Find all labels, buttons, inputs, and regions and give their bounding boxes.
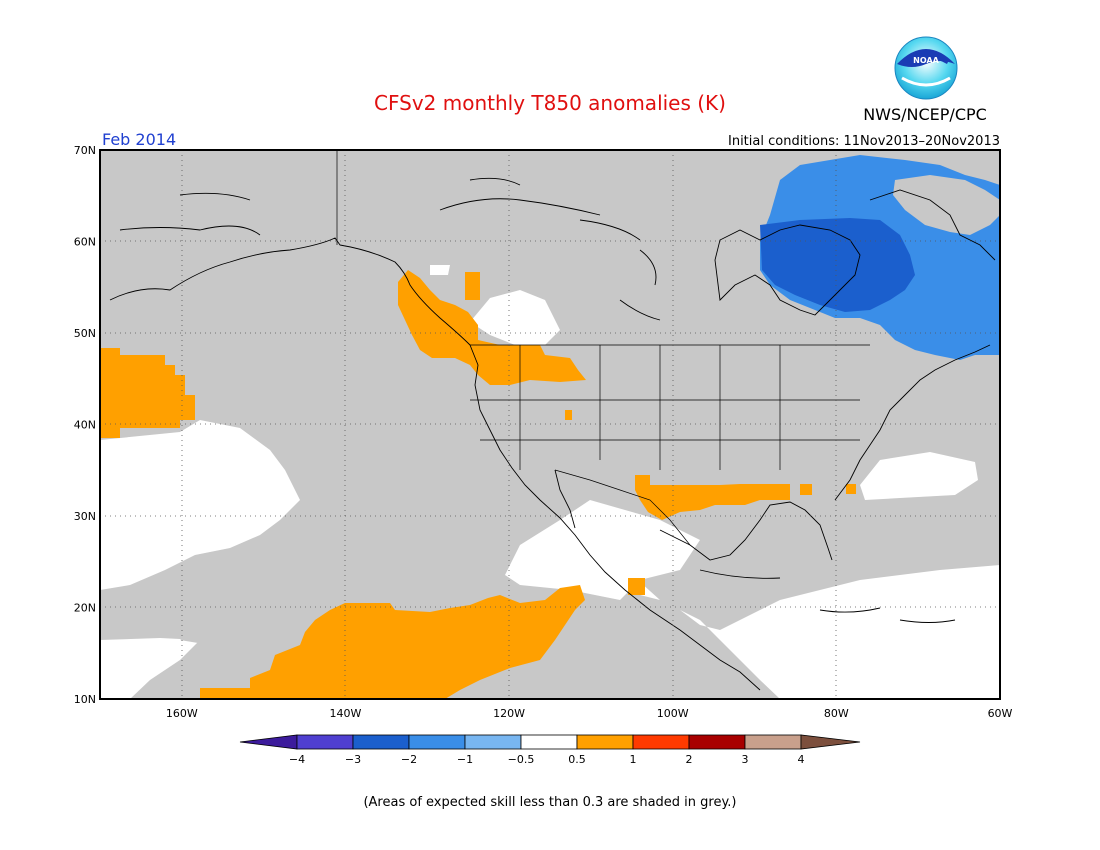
map-frame: [99, 149, 1001, 700]
colorbar-swatch: [296, 734, 354, 750]
lat-label: 30N: [74, 510, 96, 523]
lat-label: 60N: [74, 236, 96, 249]
colorbar-tick-label: 4: [798, 753, 805, 766]
footnote: (Areas of expected skill less than 0.3 a…: [363, 795, 736, 810]
colorbar-swatch: [464, 734, 522, 750]
colorbar-swatch: [520, 734, 578, 750]
colorbar-tick-label: 2: [686, 753, 693, 766]
lon-label: 100W: [657, 707, 689, 720]
lon-label: 80W: [824, 707, 849, 720]
org-label: NWS/NCEP/CPC: [863, 105, 987, 124]
graticule: [100, 150, 1000, 699]
lat-label: 50N: [74, 327, 96, 340]
colorbar-swatch: [688, 734, 746, 750]
colorbar-tick-label: −0.5: [508, 753, 535, 766]
lat-label: 20N: [74, 602, 96, 615]
coastlines: [109, 177, 996, 691]
lat-label: 40N: [74, 419, 96, 432]
colorbar-tick-label: −2: [401, 753, 417, 766]
neutral-regions: [100, 265, 1000, 699]
colorbar-swatch: [408, 734, 466, 750]
colorbar-min-arrow: [239, 734, 298, 750]
lat-label: 70N: [74, 144, 96, 157]
longitude-labels: 160W 140W 120W 100W 80W 60W: [166, 707, 1013, 720]
political-borders: [336, 150, 870, 546]
colorbar-swatch: [576, 734, 634, 750]
lon-label: 120W: [493, 707, 525, 720]
colorbar-tick-label: −4: [289, 753, 305, 766]
colorbar-swatch: [632, 734, 690, 750]
colorbar-max-arrow: [800, 734, 861, 750]
colorbar-swatch: [352, 734, 410, 750]
cold-anomaly-regions: [760, 155, 1000, 360]
colorbar-tick-label: −1: [457, 753, 473, 766]
lon-label: 60W: [988, 707, 1013, 720]
lon-label: 140W: [330, 707, 362, 720]
logo-text: NOAA: [913, 56, 939, 65]
colorbar-swatch: [744, 734, 802, 750]
map-area: [100, 150, 1000, 699]
colorbar-tick-label: 1: [630, 753, 637, 766]
colorbar-tick-label: 0.5: [568, 753, 586, 766]
latitude-labels: 70N 60N 50N 40N 30N 20N 10N: [74, 144, 96, 706]
warm-anomaly-regions: [100, 270, 856, 699]
noaa-logo-icon: NOAA: [894, 36, 958, 100]
lon-label: 160W: [166, 707, 198, 720]
month-label: Feb 2014: [102, 130, 176, 149]
colorbar-tick-label: −3: [345, 753, 361, 766]
initial-conditions: Initial conditions: 11Nov2013–20Nov2013: [728, 134, 1000, 149]
lat-label: 10N: [74, 693, 96, 706]
chart-title: CFSv2 monthly T850 anomalies (K): [374, 91, 726, 115]
colorbar-tick-label: 3: [742, 753, 749, 766]
colorbar-legend: −4 −3 −2 −1 −0.5 0.5 1 2 3 4: [239, 734, 861, 766]
